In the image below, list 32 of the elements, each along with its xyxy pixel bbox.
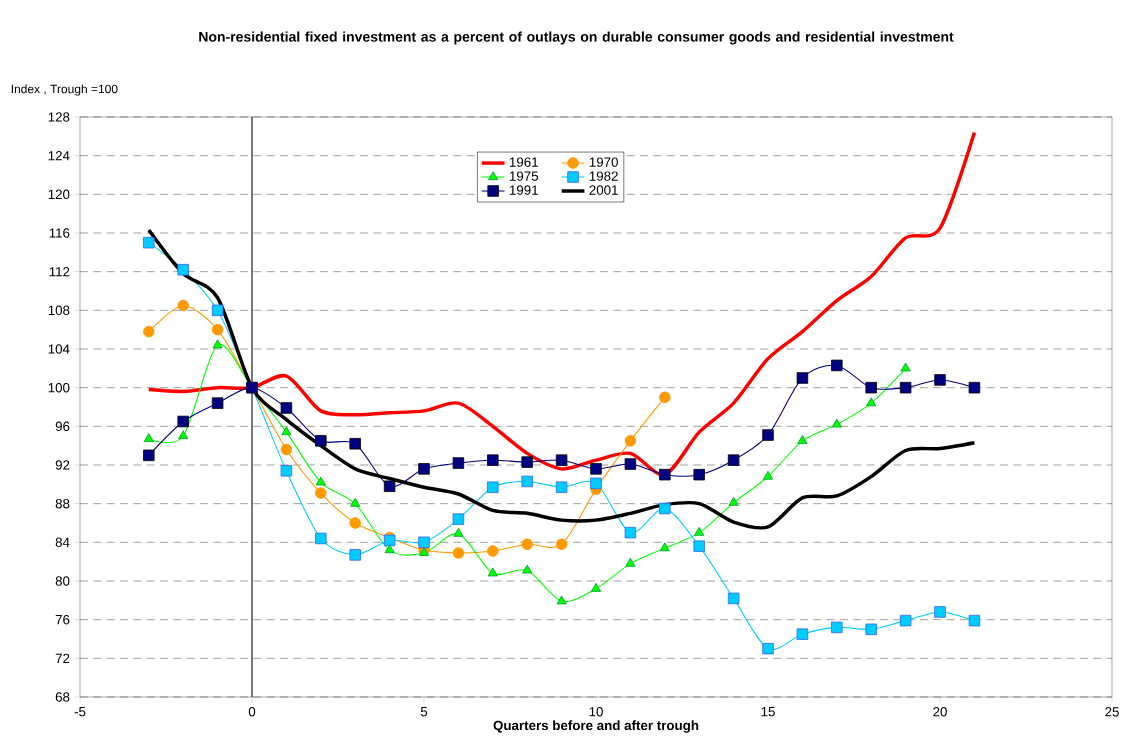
x-axis-title: Quarters before and after trough [493, 720, 699, 733]
chart-title: Non-residential fixed investment as a percent of outlays on durable consumer goods and residential investment [199, 31, 954, 45]
y-tick-label: 80 [55, 576, 70, 586]
y-tick-label: 88 [55, 498, 70, 509]
y-tick-label: 112 [49, 267, 70, 277]
legend-label: 2001 [589, 185, 618, 195]
y-tick-label: 96 [55, 421, 70, 432]
y-tick-label: 104 [48, 344, 70, 354]
x-tick-label: 20 [933, 707, 947, 717]
y-tick-label: 108 [48, 305, 70, 316]
legend-label: 1991 [509, 185, 538, 195]
x-tick-label: 25 [1105, 707, 1119, 717]
y-tick-label: 84 [55, 537, 70, 548]
y-tick-label: 72 [55, 653, 70, 663]
y-tick-label: 76 [55, 614, 70, 625]
x-tick-label: 10 [589, 707, 603, 717]
text: Index , Trough =100 [11, 84, 118, 96]
x-tick-label: 5 [420, 707, 428, 717]
x-tick-label: 0 [248, 707, 256, 717]
y-tick-label: 120 [48, 189, 70, 200]
legend-label: 1975 [509, 171, 539, 181]
y-tick-label: 92 [55, 460, 70, 470]
legend-label: 1982 [589, 171, 618, 181]
y-tick-label: 128 [48, 112, 70, 122]
legend-label: 1961 [509, 157, 538, 167]
y-tick-label: 124 [48, 151, 70, 161]
x-tick-label: -5 [74, 707, 86, 717]
y-tick-label: 68 [55, 692, 70, 702]
legend-label: 1970 [589, 157, 618, 167]
y-tick-label: 116 [49, 228, 70, 238]
x-tick-label: 15 [761, 707, 775, 717]
y-tick-label: 100 [48, 382, 70, 393]
